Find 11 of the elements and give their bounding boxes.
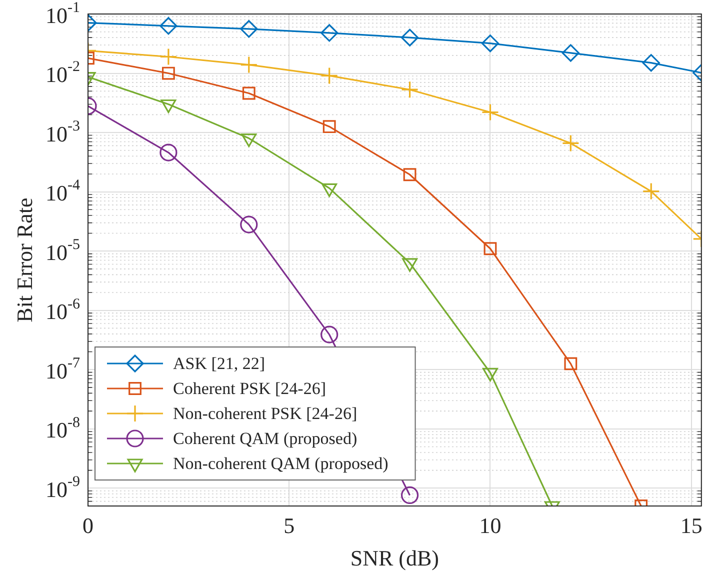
- legend-label: Coherent QAM (proposed): [173, 428, 358, 448]
- legend-label: Coherent PSK [24-26]: [173, 378, 326, 398]
- legend-label: ASK [21, 22]: [173, 354, 266, 373]
- x-tick-label: 5: [284, 512, 295, 538]
- legend-label: Non-coherent PSK [24-26]: [173, 404, 358, 423]
- x-tick-label: 10: [479, 512, 502, 538]
- y-axis-title: Bit Error Rate: [12, 198, 37, 322]
- x-axis-title: SNR (dB): [350, 546, 440, 571]
- x-tick-label: 15: [680, 512, 702, 538]
- legend-label: Non-coherent QAM (proposed): [173, 454, 388, 473]
- x-tick-label: 0: [82, 512, 94, 538]
